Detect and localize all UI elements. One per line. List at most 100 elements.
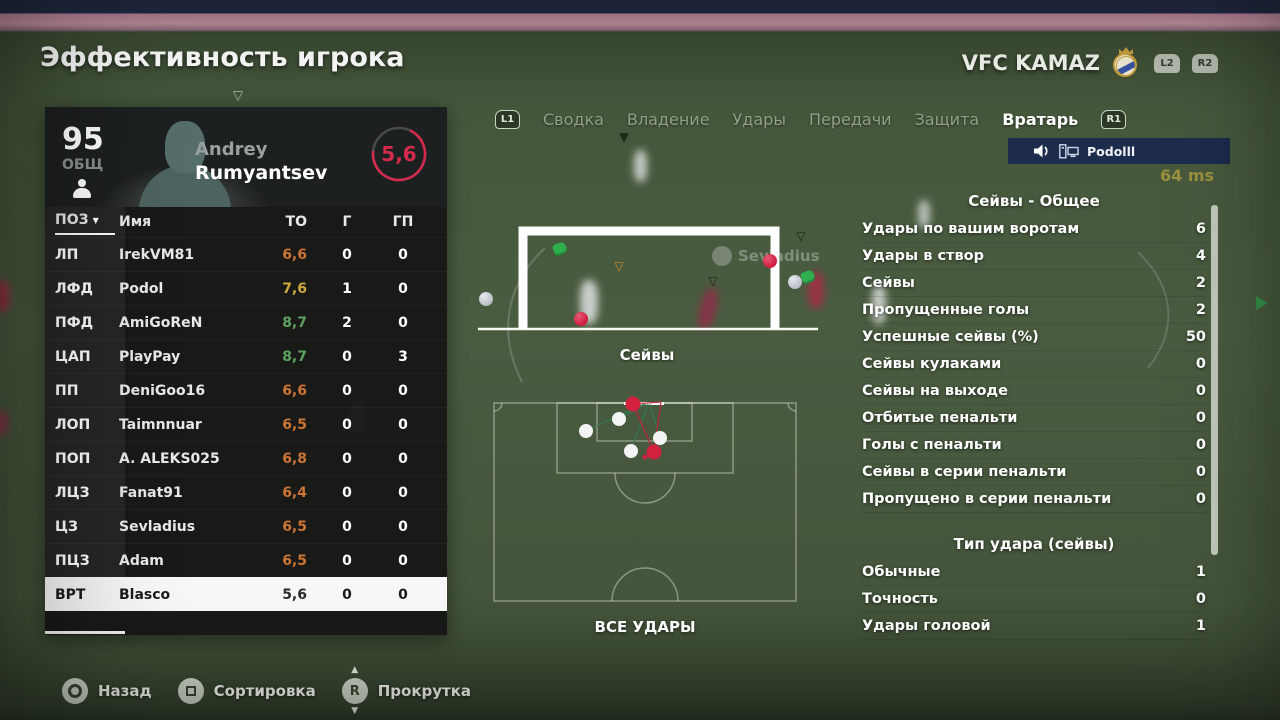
stats-scrollbar[interactable] bbox=[1211, 205, 1218, 555]
shot-goal-dot bbox=[642, 454, 648, 460]
cell-assists: 0 bbox=[398, 416, 408, 433]
cell-assists: 0 bbox=[398, 450, 408, 467]
player-name: Andrey Rumyantsev bbox=[195, 139, 327, 185]
stat-row: Пропущено в серии пенальти 0 bbox=[862, 486, 1206, 513]
table-row[interactable]: ЛЦЗ Fanat91 6,4 0 0 bbox=[45, 475, 447, 509]
col-header-assists[interactable]: ГП bbox=[392, 214, 414, 230]
l2-trigger-icon[interactable]: L2 bbox=[1154, 53, 1180, 73]
shot-goal-dot bbox=[625, 396, 641, 412]
stat-label: Голы с пенальти bbox=[862, 437, 1002, 453]
shot-map bbox=[493, 396, 797, 602]
cell-rating: 8,7 bbox=[282, 314, 307, 331]
speaker-icon bbox=[1034, 144, 1048, 158]
players-table: ПОЗ ▼ Имя ТО Г ГП ЛП IrekVM81 6,6 0 0 ЛФД Podol… bbox=[45, 207, 447, 611]
cell-goals: 0 bbox=[342, 586, 352, 603]
tab-6[interactable]: Вратарь bbox=[1002, 110, 1079, 129]
cell-player-name: A. ALEKS025 bbox=[119, 450, 220, 467]
cell-assists: 0 bbox=[398, 518, 408, 535]
cell-assists: 0 bbox=[398, 280, 408, 297]
col-header-name[interactable]: Имя bbox=[119, 214, 152, 230]
control-hint-right-stick[interactable]: R ▲ ▼ Прокрутка bbox=[341, 666, 471, 716]
bg-player-white bbox=[634, 150, 647, 182]
right-stick-icon: R ▲ ▼ bbox=[341, 666, 368, 716]
cell-assists: 0 bbox=[398, 484, 408, 501]
table-row[interactable]: ЛП IrekVM81 6,6 0 0 bbox=[45, 237, 447, 271]
stat-row: Удары по вашим воротам 6 bbox=[862, 216, 1206, 243]
r2-trigger-icon[interactable]: R2 bbox=[1192, 53, 1218, 73]
table-row[interactable]: ПОП A. ALEKS025 6,8 0 0 bbox=[45, 441, 447, 475]
page-title: Эффективность игрока bbox=[40, 42, 405, 73]
table-scroll-indicator[interactable] bbox=[45, 631, 125, 634]
table-row[interactable]: ЛОП Taimnnuar 6,5 0 0 bbox=[45, 407, 447, 441]
cell-position: ПЦЗ bbox=[55, 552, 90, 569]
shot-saved-dot bbox=[624, 444, 638, 458]
col-header-goals[interactable]: Г bbox=[342, 214, 352, 230]
tab-1[interactable]: Сводка bbox=[543, 110, 604, 129]
stat-label: Пропущенные голы bbox=[862, 302, 1030, 318]
save-glove-icon bbox=[551, 241, 569, 257]
shot-saved-dot bbox=[579, 424, 593, 438]
stat-row: Пропущенные голы 2 bbox=[862, 297, 1206, 324]
stat-value: 0 bbox=[1195, 383, 1206, 399]
col-header-rating[interactable]: ТО bbox=[285, 214, 307, 230]
bg-player-tag: Sevladius bbox=[712, 246, 820, 266]
table-row[interactable]: ВРТ Blasco 5,6 0 0 bbox=[45, 577, 447, 611]
stats-section-title: Сейвы - Общее bbox=[968, 192, 1100, 210]
stat-value: 0 bbox=[1195, 437, 1206, 453]
table-row[interactable]: ПЦЗ Adam 6,5 0 0 bbox=[45, 543, 447, 577]
control-hint-circle-button[interactable]: Назад bbox=[62, 678, 152, 704]
cell-rating: 6,4 bbox=[282, 484, 307, 501]
cell-position: ЛЦЗ bbox=[55, 484, 90, 501]
table-row[interactable]: ЛФД Podol 7,6 1 0 bbox=[45, 271, 447, 305]
circle-button-icon bbox=[62, 678, 88, 704]
shot-goal-dot bbox=[646, 444, 662, 460]
table-row[interactable]: ЦЗ Sevladius 6,5 0 0 bbox=[45, 509, 447, 543]
player-last-name: Rumyantsev bbox=[195, 161, 328, 184]
stat-value: 50 bbox=[1185, 329, 1206, 345]
control-hint-square-button[interactable]: Сортировка bbox=[177, 678, 316, 704]
overall-rating: 95 bbox=[62, 122, 104, 157]
table-row[interactable]: ПФД AmiGoReN 8,7 2 0 bbox=[45, 305, 447, 339]
stat-value: 0 bbox=[1195, 356, 1206, 372]
cell-player-name: Fanat91 bbox=[119, 484, 183, 501]
cell-assists: 3 bbox=[398, 348, 408, 365]
stat-row: Точность 0 bbox=[862, 586, 1206, 613]
bg-player-white bbox=[872, 284, 886, 324]
goal-trajectory-line bbox=[632, 401, 662, 405]
tab-2[interactable]: Владение bbox=[626, 110, 710, 129]
table-row[interactable]: ПП DeniGoo16 6,6 0 0 bbox=[45, 373, 447, 407]
cell-player-name: AmiGoReN bbox=[119, 314, 203, 331]
table-row[interactable]: ЦАП PlayPay 8,7 0 3 bbox=[45, 339, 447, 373]
stats-tab-bar: L1 Сводка Владение Удары Передачи Защита Врат… bbox=[495, 110, 1127, 129]
stat-label: Удары головой bbox=[862, 618, 991, 634]
stat-row: Удары головой 1 bbox=[862, 613, 1206, 640]
cell-goals: 0 bbox=[342, 382, 352, 399]
person-icon bbox=[72, 179, 92, 199]
bg-player-red bbox=[695, 286, 721, 332]
ping-indicator: 64 ms bbox=[1160, 166, 1215, 185]
team-name: VFC KAMAZ bbox=[961, 51, 1100, 75]
goal-view-label: Сейвы bbox=[619, 346, 675, 364]
control-hint-label: Сортировка bbox=[213, 682, 316, 700]
col-header-pos[interactable]: ПОЗ ▼ bbox=[55, 207, 115, 235]
cell-goals: 0 bbox=[342, 450, 352, 467]
tab-list: Сводка Владение Удары Передачи Защита Вратарь bbox=[543, 110, 1078, 129]
tab-5[interactable]: Защита bbox=[914, 110, 980, 129]
stat-value: 2 bbox=[1195, 302, 1206, 318]
stick-up-arrow-icon: ▲ bbox=[351, 665, 359, 675]
stat-row: Сейвы в серии пенальти 0 bbox=[862, 459, 1206, 486]
tab-4[interactable]: Передачи bbox=[808, 110, 892, 129]
cell-goals: 0 bbox=[342, 348, 352, 365]
cell-goals: 0 bbox=[342, 518, 352, 535]
l1-bumper-icon[interactable]: L1 bbox=[495, 110, 520, 129]
cell-player-name: Sevladius bbox=[119, 518, 196, 535]
stat-label: Сейвы на выходе bbox=[862, 383, 1008, 399]
r1-bumper-icon[interactable]: R1 bbox=[1101, 110, 1127, 129]
stat-label: Обычные bbox=[862, 564, 941, 580]
controls-bar: Назад Сортировка R ▲ ▼ Прокрутка bbox=[62, 666, 471, 716]
cell-position: ПП bbox=[55, 382, 79, 399]
bg-player-white bbox=[580, 280, 598, 324]
tab-3[interactable]: Удары bbox=[732, 110, 786, 129]
stat-value: 0 bbox=[1195, 464, 1206, 480]
